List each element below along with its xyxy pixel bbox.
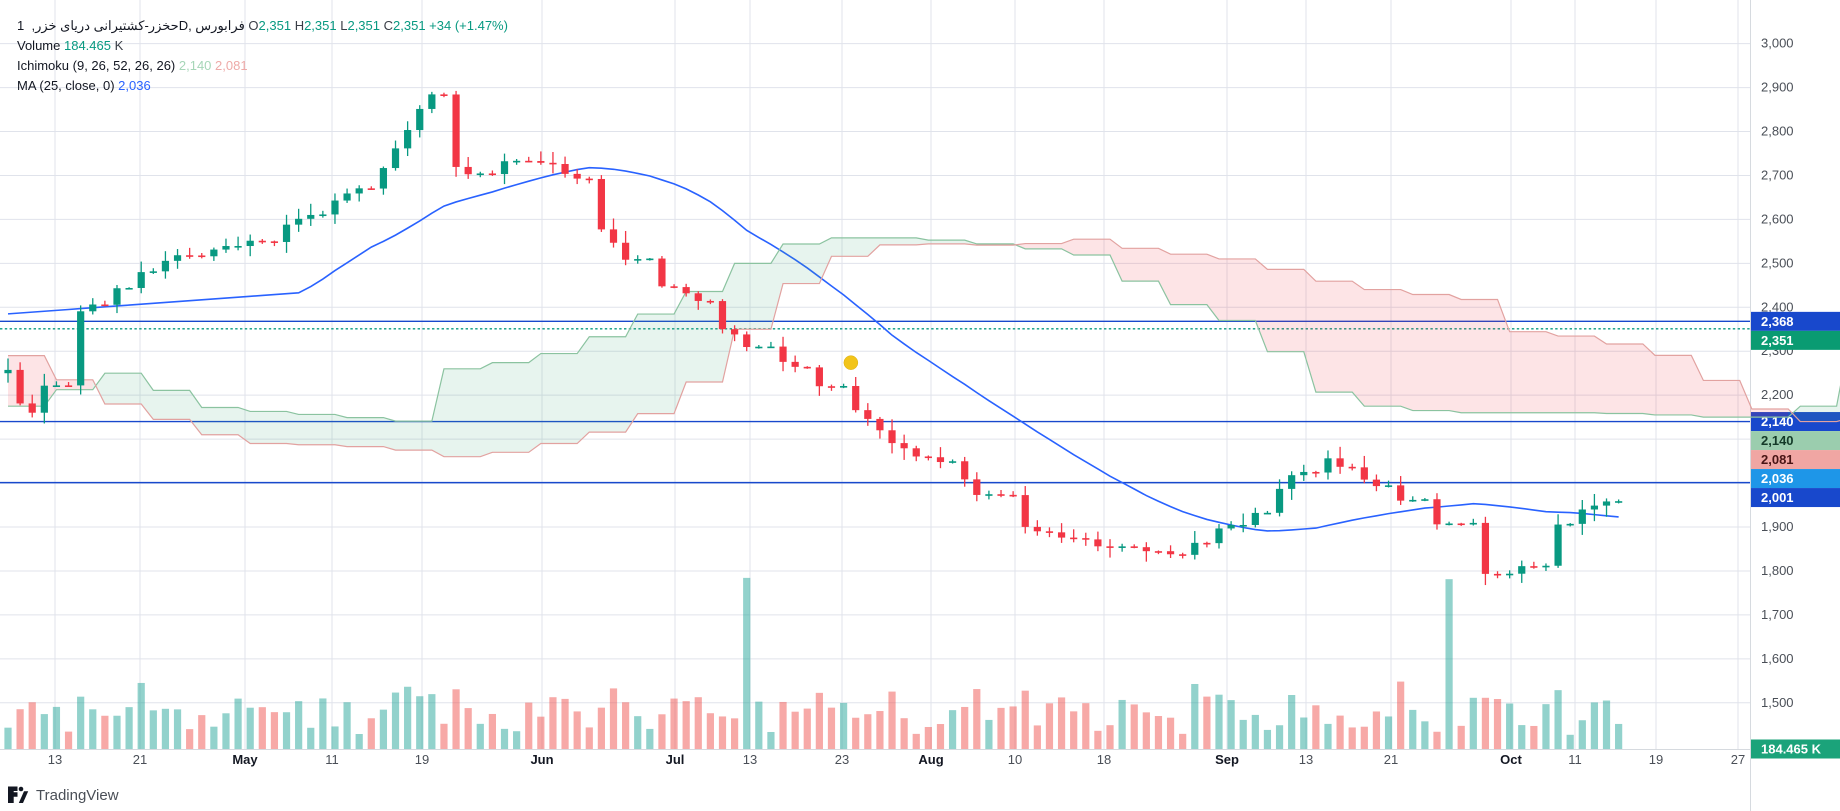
- svg-text:184.465 K: 184.465 K: [1761, 742, 1822, 757]
- svg-text:19: 19: [1649, 752, 1663, 767]
- svg-text:2,140: 2,140: [1761, 433, 1794, 448]
- svg-text:2,001: 2,001: [1761, 490, 1794, 505]
- svg-text:Jul: Jul: [666, 752, 685, 767]
- svg-text:2,200: 2,200: [1761, 387, 1794, 402]
- svg-text:1,600: 1,600: [1761, 651, 1794, 666]
- svg-text:1,500: 1,500: [1761, 695, 1794, 710]
- svg-text:2,368: 2,368: [1761, 314, 1794, 329]
- svg-text:May: May: [232, 752, 258, 767]
- svg-text:1,800: 1,800: [1761, 563, 1794, 578]
- svg-text:21: 21: [133, 752, 147, 767]
- svg-text:2,081: 2,081: [1761, 452, 1794, 467]
- svg-text:2,600: 2,600: [1761, 211, 1794, 226]
- svg-text:2,700: 2,700: [1761, 167, 1794, 182]
- svg-text:1,700: 1,700: [1761, 607, 1794, 622]
- svg-text:Oct: Oct: [1500, 752, 1522, 767]
- svg-text:2,800: 2,800: [1761, 124, 1794, 139]
- svg-text:23: 23: [835, 752, 849, 767]
- svg-text:27: 27: [1731, 752, 1745, 767]
- svg-text:18: 18: [1097, 752, 1111, 767]
- svg-text:11: 11: [1568, 752, 1582, 767]
- svg-text:19: 19: [415, 752, 429, 767]
- svg-text:2,036: 2,036: [1761, 471, 1794, 486]
- svg-text:2,500: 2,500: [1761, 255, 1794, 270]
- svg-text:13: 13: [1299, 752, 1313, 767]
- svg-text:1,900: 1,900: [1761, 519, 1794, 534]
- svg-text:13: 13: [48, 752, 62, 767]
- svg-text:Sep: Sep: [1215, 752, 1239, 767]
- svg-text:Jun: Jun: [530, 752, 553, 767]
- svg-text:11: 11: [325, 752, 339, 767]
- svg-text:2,900: 2,900: [1761, 80, 1794, 95]
- svg-text:10: 10: [1008, 752, 1022, 767]
- svg-text:13: 13: [743, 752, 757, 767]
- svg-text:3,000: 3,000: [1761, 36, 1794, 51]
- svg-text:2,351: 2,351: [1761, 333, 1794, 348]
- svg-text:Aug: Aug: [918, 752, 943, 767]
- svg-text:21: 21: [1384, 752, 1398, 767]
